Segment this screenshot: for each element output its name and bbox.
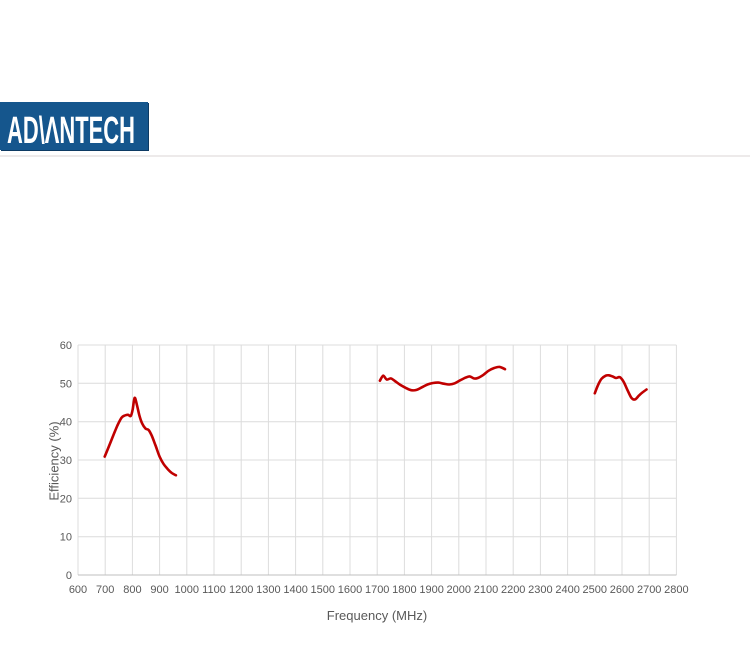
- x-tick-label: 1800: [392, 584, 416, 596]
- x-tick-label: 2000: [447, 584, 471, 596]
- x-tick-label: 2200: [501, 584, 525, 596]
- logo-wordmark: AD\ΛNTECH: [7, 110, 135, 150]
- y-tick-label: 20: [60, 493, 72, 505]
- x-tick-label: 1300: [256, 584, 280, 596]
- x-tick-label: 2100: [474, 584, 498, 596]
- x-tick-label: 1600: [338, 584, 362, 596]
- efficiency-line-segment-3: [593, 373, 648, 401]
- x-tick-label: 2600: [610, 584, 634, 596]
- x-tick-label: 2500: [583, 584, 607, 596]
- x-tick-label: 1100: [202, 584, 226, 596]
- y-tick-label: 50: [60, 378, 72, 390]
- logo-background: [0, 102, 148, 150]
- advantech-logo-graphic: AD\ΛNTECH: [0, 102, 148, 152]
- advantech-logo: AD\ΛNTECH: [0, 102, 148, 152]
- x-tick-label: 600: [69, 584, 87, 596]
- x-tick-label: 1400: [283, 584, 307, 596]
- x-tick-label: 2400: [555, 584, 579, 596]
- efficiency-line-segment-2: [378, 365, 507, 392]
- y-tick-label: 40: [60, 417, 72, 429]
- x-tick-label: 1200: [229, 584, 253, 596]
- x-tick-label: 1500: [311, 584, 335, 596]
- y-tick-label: 0: [66, 570, 72, 582]
- x-tick-label: 2300: [528, 584, 552, 596]
- y-tick-label: 30: [60, 455, 72, 467]
- x-tick-label: 1900: [419, 584, 443, 596]
- x-tick-label: 1700: [365, 584, 389, 596]
- x-tick-label: 800: [123, 584, 141, 596]
- header-divider: [0, 155, 750, 157]
- x-tick-label: 700: [96, 584, 114, 596]
- y-tick-label: 10: [60, 532, 72, 544]
- x-axis-title: Frequency (MHz): [326, 608, 428, 623]
- x-tick-label: 1000: [175, 584, 199, 596]
- y-tick-label: 60: [60, 340, 72, 352]
- x-tick-label: 900: [150, 584, 168, 596]
- x-tick-label: 2800: [664, 584, 688, 596]
- efficiency-line-segment-1: [103, 396, 178, 477]
- x-tick-label: 2700: [637, 584, 661, 596]
- y-axis-title: Efficiency (%): [46, 421, 62, 501]
